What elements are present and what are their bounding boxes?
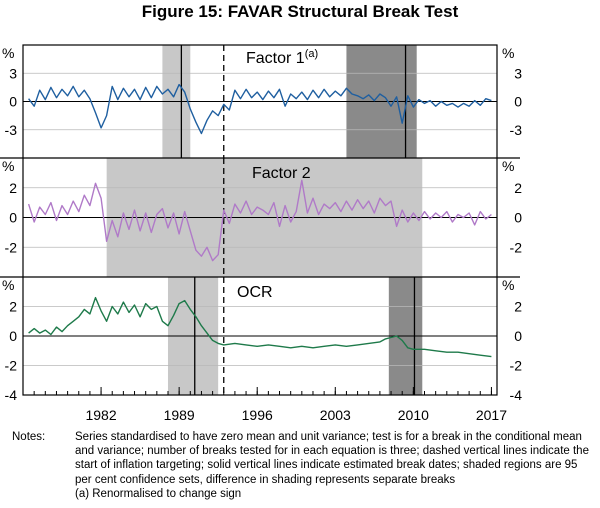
- x-tick-label-3: 2003: [320, 407, 351, 423]
- series-line-0: [28, 83, 492, 135]
- y-tick-left-1-2: -2: [5, 239, 18, 255]
- series-line-2: [28, 296, 492, 358]
- y-tick-right-0-0: 3: [514, 65, 522, 81]
- unit-right-0: %: [502, 45, 514, 61]
- y-tick-left-0-1: 0: [9, 94, 17, 110]
- x-tick-label-4: 2010: [398, 407, 429, 423]
- notes-text: Series standardised to have zero mean an…: [75, 431, 589, 486]
- y-tick-right-2-3: -4: [510, 387, 523, 403]
- panel-label-0: Factor 1(a): [246, 48, 318, 67]
- unit-right-2: %: [502, 277, 514, 293]
- x-tick-label-1: 1989: [164, 407, 195, 423]
- unit-left-0: %: [2, 45, 14, 61]
- y-tick-right-1-2: -2: [510, 239, 523, 255]
- chart-title: Figure 15: FAVAR Structural Break Test: [142, 2, 459, 21]
- unit-left-2: %: [2, 277, 14, 293]
- y-tick-right-2-1: 0: [514, 328, 522, 344]
- plot-frame: [22, 44, 498, 396]
- y-tick-left-2-1: 0: [9, 328, 17, 344]
- panel-label-1: Factor 2: [252, 165, 311, 182]
- y-tick-right-0-1: 0: [514, 94, 522, 110]
- unit-right-1: %: [502, 158, 514, 174]
- y-tick-left-2-0: 2: [9, 299, 17, 315]
- panel-label-2: OCR: [237, 284, 273, 301]
- series-line-1: [27, 179, 492, 262]
- y-tick-left-2-3: -4: [5, 387, 18, 403]
- chart-notes: Notes: Series standardised to have zero …: [12, 430, 592, 501]
- y-tick-left-0-0: 3: [9, 65, 17, 81]
- x-tick-label-5: 2017: [476, 407, 507, 423]
- y-tick-right-2-2: -2: [510, 358, 523, 374]
- y-tick-left-1-0: 2: [9, 180, 17, 196]
- unit-left-1: %: [2, 158, 14, 174]
- y-tick-right-1-1: 0: [514, 210, 522, 226]
- x-tick-label-2: 1996: [242, 407, 273, 423]
- notes-label: Notes:: [12, 431, 46, 443]
- y-tick-right-1-0: 2: [514, 180, 522, 196]
- favar-chart: Figure 15: FAVAR Structural Break Test 3…: [0, 2, 523, 423]
- y-tick-left-0-2: -3: [5, 122, 18, 138]
- x-tick-label-0: 1982: [85, 407, 116, 423]
- footnote: (a) Renormalised to change sign: [75, 487, 242, 500]
- y-tick-right-2-0: 2: [514, 299, 522, 315]
- y-tick-left-2-2: -2: [5, 358, 18, 374]
- panel-label-superscript-0: (a): [305, 48, 318, 60]
- y-tick-right-0-2: -3: [510, 122, 523, 138]
- y-tick-left-1-1: 0: [9, 210, 17, 226]
